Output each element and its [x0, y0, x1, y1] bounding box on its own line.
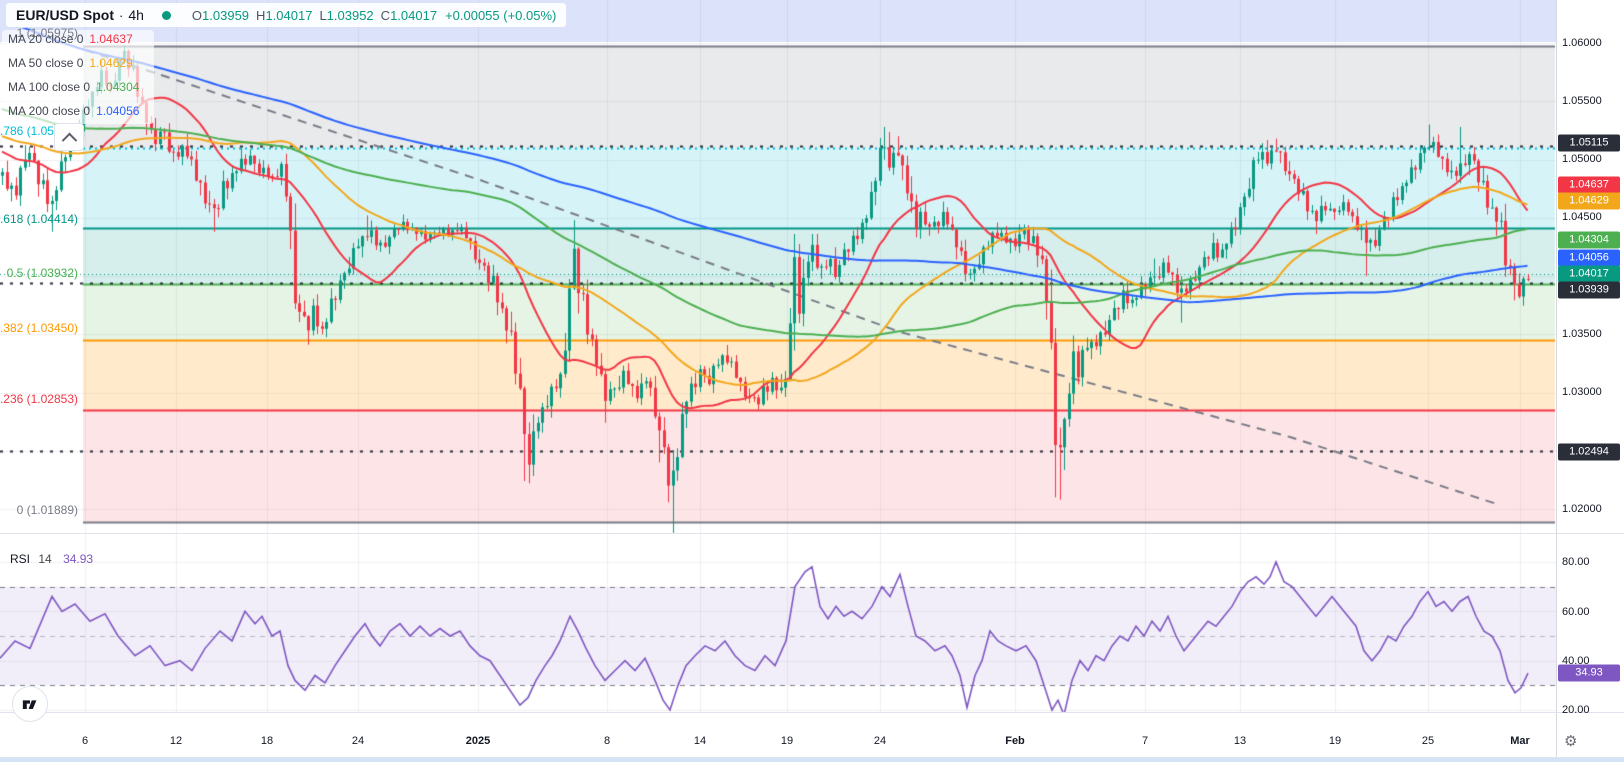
ma-legend-label: MA 200 close 0 [8, 104, 91, 118]
fib-label-0: 0 (1.01889) [16, 503, 78, 517]
ma-legend-label: MA 100 close 0 [8, 80, 91, 94]
time-axis-settings-gear-icon[interactable]: ⚙ [1564, 733, 1578, 750]
fib-label-0.236: 0.236 (1.02853) [0, 392, 78, 406]
fib-label-0.5: 0.5 (1.03932) [6, 266, 78, 280]
price-badge-1.04304: 1.04304 [1558, 231, 1620, 249]
ma-legend-row-3[interactable]: MA 100 close 0 1.04304 [8, 75, 139, 99]
time-label-19: 19 [1328, 735, 1342, 747]
chart-legend-header[interactable]: EUR/USD Spot · 4h O1.03959 H1.04017 L1.039… [6, 3, 567, 27]
window-bottom-edge [0, 758, 1624, 762]
rsi-value: 34.93 [63, 552, 94, 566]
pane-separator-price-rsi[interactable] [0, 533, 1624, 534]
rsi-name: RSI [10, 552, 31, 566]
ohlc-key-c: C [380, 7, 391, 23]
ohlc-values: O1.03959 H1.04017 L1.03952 C1.04017 [185, 8, 437, 23]
price-badge-1.04056: 1.04056 [1558, 249, 1620, 267]
ma-legend-value: 1.04629 [89, 56, 133, 70]
chevron-up-icon [61, 132, 77, 148]
ohlc-key-l: L [319, 7, 327, 23]
ma-legend-row-2[interactable]: MA 50 close 0 1.04629 [8, 51, 139, 75]
price-badge-1.04629: 1.04629 [1558, 192, 1620, 210]
time-label-24: 24 [351, 735, 365, 747]
time-label-24: 24 [873, 735, 887, 747]
axis-label-60.00: 60.00 [1562, 606, 1590, 618]
fib-label-0.618: 0.618 (1.04414) [0, 212, 78, 226]
time-label-18: 18 [260, 735, 274, 747]
ohlc-value-c: 1.04017 [390, 7, 438, 23]
time-label-14: 14 [693, 735, 707, 747]
ma-legend: MA 20 close 0 1.04637 MA 50 close 0 1.04629… [8, 27, 139, 123]
price-badge-1.05115: 1.05115 [1558, 134, 1620, 152]
time-label-Feb: Feb [1005, 735, 1025, 747]
axis-label-1.05500: 1.05500 [1562, 95, 1602, 107]
axis-label-80.00: 80.00 [1562, 556, 1590, 568]
price-badge-34.93: 34.93 [1558, 664, 1620, 682]
time-label-Mar: Mar [1510, 735, 1530, 747]
axis-label-1.02000: 1.02000 [1562, 503, 1602, 515]
time-label-13: 13 [1233, 735, 1247, 747]
ma-legend-row-4[interactable]: MA 200 close 0 1.04056 [8, 99, 139, 123]
tradingview-logo[interactable] [12, 686, 48, 722]
axis-label-1.06000: 1.06000 [1562, 37, 1602, 49]
rsi-legend[interactable]: RSI 14 34.93 [10, 552, 93, 566]
title-separator: · [119, 7, 124, 23]
time-label-2025: 2025 [465, 735, 491, 747]
market-status-icon [161, 10, 171, 20]
ma-legend-value: 1.04304 [96, 80, 140, 94]
axis-label-1.04500: 1.04500 [1562, 211, 1602, 223]
ma-legend-label: MA 20 close 0 [8, 32, 84, 46]
fib-label-0.382: 0.382 (1.03450) [0, 321, 78, 335]
rsi-param: 14 [38, 552, 52, 566]
price-scale-axis[interactable] [1556, 0, 1624, 762]
ma-legend-row-1[interactable]: MA 20 close 0 1.04637 [8, 27, 139, 51]
legend-backdrop [2, 30, 154, 124]
time-label-25: 25 [1421, 735, 1435, 747]
price-badge-1.03939: 1.03939 [1558, 281, 1620, 299]
tradingview-logo-icon [22, 700, 37, 709]
time-label-19: 19 [780, 735, 794, 747]
axis-label-40.00: 40.00 [1562, 655, 1590, 667]
price-badge-1.04017: 1.04017 [1558, 265, 1620, 283]
ohlc-key-h: H [256, 7, 266, 23]
pane-separator-rsi-time[interactable] [0, 712, 1624, 713]
price-badge-1.04637: 1.04637 [1558, 176, 1620, 194]
collapse-drawing-button[interactable] [54, 123, 84, 151]
interval-label[interactable]: 4h [128, 7, 144, 23]
time-label-8: 8 [603, 735, 611, 747]
axis-label-1.03500: 1.03500 [1562, 328, 1602, 340]
time-label-12: 12 [169, 735, 183, 747]
ma-legend-value: 1.04056 [96, 104, 140, 118]
ohlc-value-o: 1.03959 [202, 7, 250, 23]
axis-label-1.05000: 1.05000 [1562, 153, 1602, 165]
ohlc-value-l: 1.03952 [326, 7, 374, 23]
fib-label-1: 1 (1.05975) [16, 26, 78, 40]
axis-label-20.00: 20.00 [1562, 704, 1590, 716]
ohlc-key-o: O [191, 7, 203, 23]
symbol-title[interactable]: EUR/USD Spot [16, 7, 114, 23]
time-axis-bottom-border [0, 757, 1624, 758]
ohlc-value-h: 1.04017 [265, 7, 313, 23]
price-badge-1.02494: 1.02494 [1558, 443, 1620, 461]
ma-legend-label: MA 50 close 0 [8, 56, 84, 70]
axis-label-1.03000: 1.03000 [1562, 386, 1602, 398]
time-label-7: 7 [1141, 735, 1149, 747]
change-value: +0.00055 (+0.05%) [445, 7, 557, 23]
ma-legend-value: 1.04637 [89, 32, 133, 46]
time-label-6: 6 [81, 735, 89, 747]
